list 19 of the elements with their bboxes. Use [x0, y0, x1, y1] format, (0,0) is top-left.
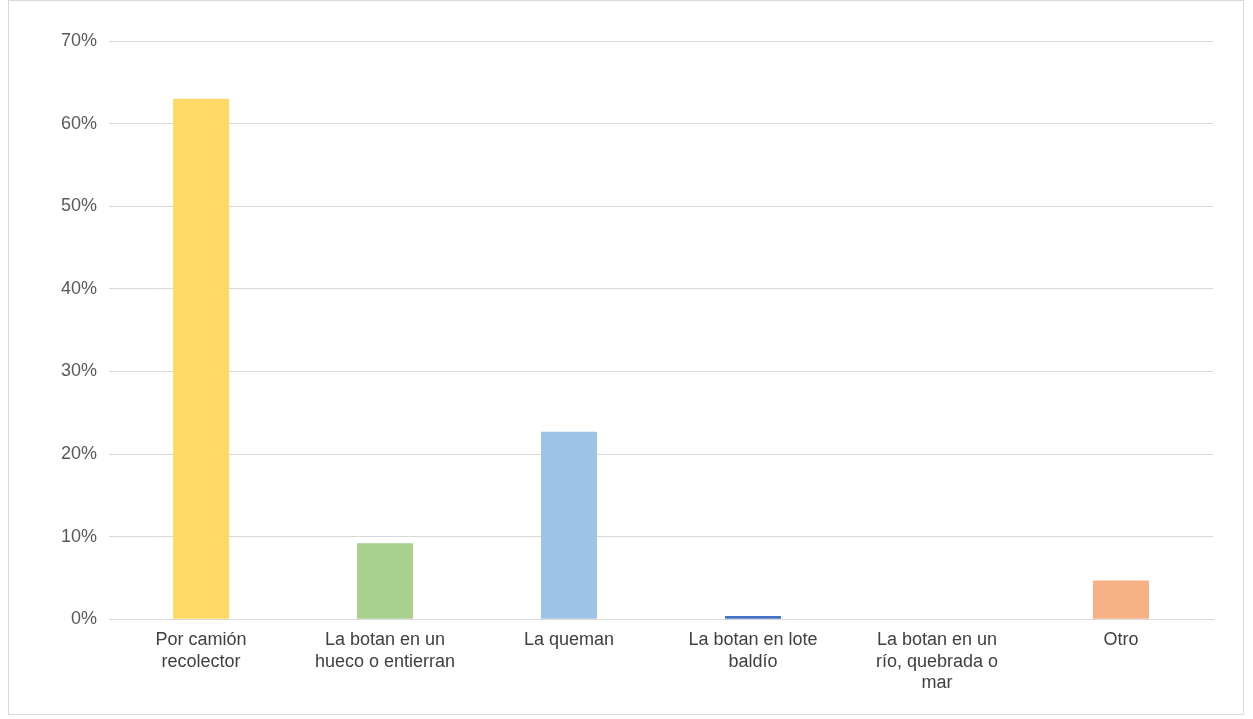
- y-tick-label: 0%: [71, 608, 98, 629]
- bar: [357, 543, 413, 619]
- y-tick-label: 70%: [61, 29, 98, 50]
- x-tick-label: La queman: [523, 628, 615, 649]
- x-tick-label: La botan en un río, quebrada o mar: [875, 628, 999, 693]
- bar: [173, 98, 229, 619]
- bar: [1093, 580, 1149, 619]
- x-tick-label: Por camión recolector: [155, 628, 247, 671]
- y-tick-label: 10%: [61, 525, 98, 546]
- bar: [725, 615, 781, 619]
- x-tick-label: La botan en lote baldío: [688, 628, 818, 671]
- x-tick-label: Otro: [1103, 628, 1139, 649]
- y-tick-label: 40%: [61, 277, 98, 298]
- y-tick-label: 20%: [61, 442, 98, 463]
- x-tick-label: La botan en un hueco o entierran: [314, 628, 456, 671]
- y-tick-label: 60%: [61, 112, 98, 133]
- bar: [541, 431, 597, 619]
- y-tick-label: 50%: [61, 195, 98, 216]
- y-tick-label: 30%: [61, 360, 98, 381]
